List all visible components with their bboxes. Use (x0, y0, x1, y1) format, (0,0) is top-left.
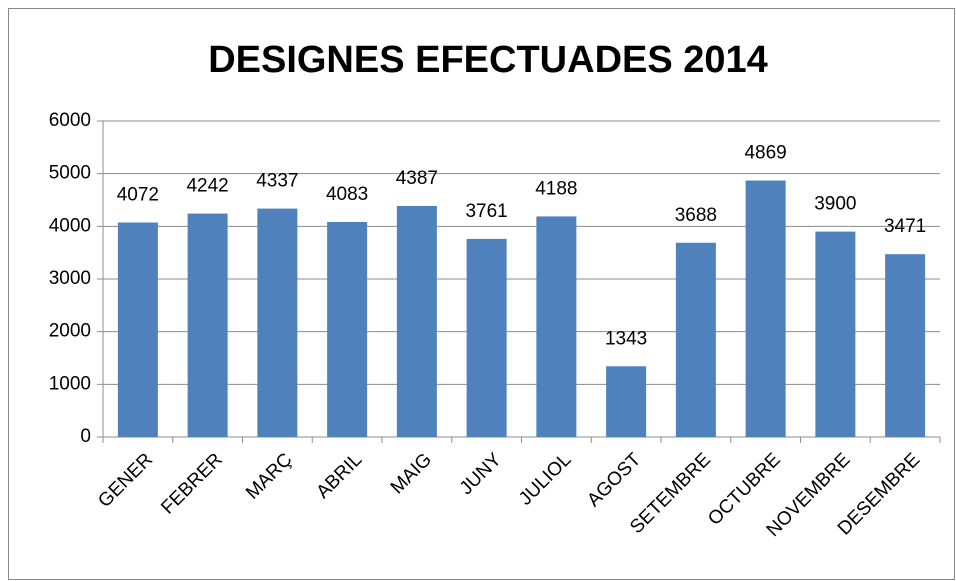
bar (466, 238, 507, 437)
value-label: 3761 (465, 201, 507, 222)
y-tick-label: 1000 (49, 373, 91, 394)
value-label: 4387 (396, 168, 438, 189)
bar (396, 205, 437, 437)
bar (187, 213, 228, 437)
bar (327, 221, 368, 437)
y-tick-label: 6000 (49, 110, 91, 131)
bar (815, 231, 856, 437)
y-tick-label: 4000 (49, 215, 91, 236)
y-tick-label: 5000 (49, 163, 91, 184)
y-tick-label: 2000 (49, 321, 91, 342)
value-label: 1343 (605, 328, 647, 349)
value-label: 4337 (256, 171, 298, 192)
chart-title: DESIGNES EFECTUADES 2014 (208, 39, 768, 81)
bar (606, 366, 647, 437)
value-label: 4188 (535, 178, 577, 199)
value-label: 4242 (186, 176, 228, 197)
bar (675, 242, 716, 437)
value-label: 3688 (675, 205, 717, 226)
value-label: 3471 (884, 216, 926, 237)
bar (745, 180, 786, 438)
value-label: 4869 (744, 143, 786, 164)
bar (257, 208, 298, 437)
value-label: 3900 (814, 194, 856, 215)
y-tick-label: 3000 (49, 268, 91, 289)
y-tick-label: 0 (80, 426, 91, 447)
value-label: 4083 (326, 184, 368, 205)
bar (885, 254, 926, 437)
bar (117, 222, 158, 437)
value-label: 4072 (117, 185, 159, 206)
bar (536, 216, 577, 437)
